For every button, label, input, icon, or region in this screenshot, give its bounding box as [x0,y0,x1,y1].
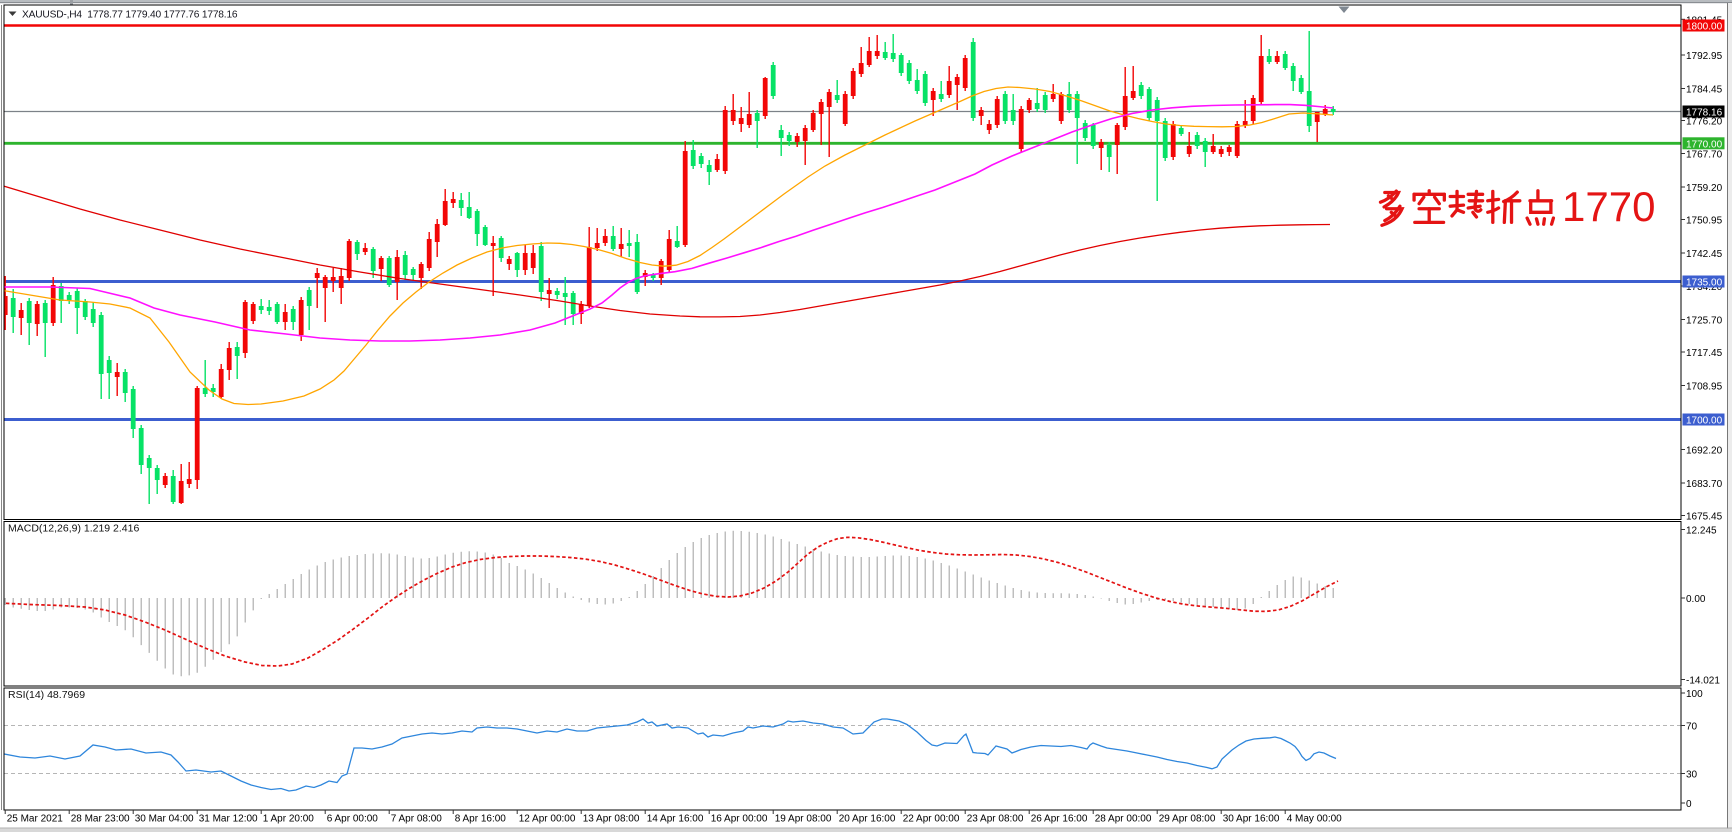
svg-text:14 Apr 16:00: 14 Apr 16:00 [647,814,704,825]
svg-text:31 Mar 12:00: 31 Mar 12:00 [199,814,258,825]
svg-text:1792.95: 1792.95 [1686,51,1723,62]
svg-text:29 Apr 08:00: 29 Apr 08:00 [1159,814,1216,825]
svg-text:30 Mar 04:00: 30 Mar 04:00 [135,814,194,825]
svg-text:MACD(12,26,9) 1.219 2.416: MACD(12,26,9) 1.219 2.416 [8,523,139,535]
svg-text:1717.45: 1717.45 [1686,348,1723,359]
svg-text:70: 70 [1686,722,1698,733]
svg-text:8 Apr 16:00: 8 Apr 16:00 [455,814,507,825]
svg-text:1742.45: 1742.45 [1686,249,1723,260]
svg-text:23 Apr 08:00: 23 Apr 08:00 [967,814,1024,825]
svg-text:0: 0 [1686,799,1692,810]
svg-text:30: 30 [1686,770,1698,781]
svg-text:20 Apr 16:00: 20 Apr 16:00 [839,814,896,825]
svg-text:25 Mar 2021: 25 Mar 2021 [7,814,64,825]
svg-text:12 Apr 00:00: 12 Apr 00:00 [519,814,576,825]
svg-text:22 Apr 00:00: 22 Apr 00:00 [903,814,960,825]
svg-text:1784.45: 1784.45 [1686,85,1723,96]
svg-text:1692.20: 1692.20 [1686,446,1723,457]
svg-text:0.00: 0.00 [1686,594,1706,605]
svg-text:100: 100 [1686,689,1703,700]
svg-text:1778.16: 1778.16 [1686,108,1723,119]
svg-text:16 Apr 00:00: 16 Apr 00:00 [711,814,768,825]
svg-text:1759.20: 1759.20 [1686,183,1723,194]
svg-text:6 Apr 00:00: 6 Apr 00:00 [327,814,379,825]
svg-text:1683.70: 1683.70 [1686,479,1723,490]
svg-text:1 Apr 20:00: 1 Apr 20:00 [263,814,315,825]
svg-text:1675.45: 1675.45 [1686,512,1723,523]
svg-text:30 Apr 16:00: 30 Apr 16:00 [1223,814,1280,825]
svg-text:28 Mar 23:00: 28 Mar 23:00 [71,814,130,825]
svg-text:-14.021: -14.021 [1686,676,1720,687]
svg-text:28 Apr 00:00: 28 Apr 00:00 [1095,814,1152,825]
svg-text:1708.95: 1708.95 [1686,382,1723,393]
svg-text:7 Apr 08:00: 7 Apr 08:00 [391,814,443,825]
svg-text:1800.00: 1800.00 [1686,22,1723,33]
svg-text:13 Apr 08:00: 13 Apr 08:00 [583,814,640,825]
svg-text:1770.00: 1770.00 [1686,139,1723,150]
svg-text:12.245: 12.245 [1686,526,1717,537]
svg-text:1700.00: 1700.00 [1686,416,1723,427]
svg-text:4 May 00:00: 4 May 00:00 [1287,814,1342,825]
svg-text:1770: 1770 [1562,183,1655,230]
svg-text:XAUUSD-,H4 1778.77 1779.40 17: XAUUSD-,H4 1778.77 1779.40 1777.76 1778.… [22,10,238,21]
svg-text:19 Apr 08:00: 19 Apr 08:00 [775,814,832,825]
svg-text:RSI(14) 48.7969: RSI(14) 48.7969 [8,689,85,701]
svg-text:26 Apr 16:00: 26 Apr 16:00 [1031,814,1088,825]
svg-text:1725.70: 1725.70 [1686,316,1723,327]
svg-text:1767.70: 1767.70 [1686,150,1723,161]
svg-text:1735.00: 1735.00 [1686,278,1723,289]
svg-text:1750.95: 1750.95 [1686,216,1723,227]
